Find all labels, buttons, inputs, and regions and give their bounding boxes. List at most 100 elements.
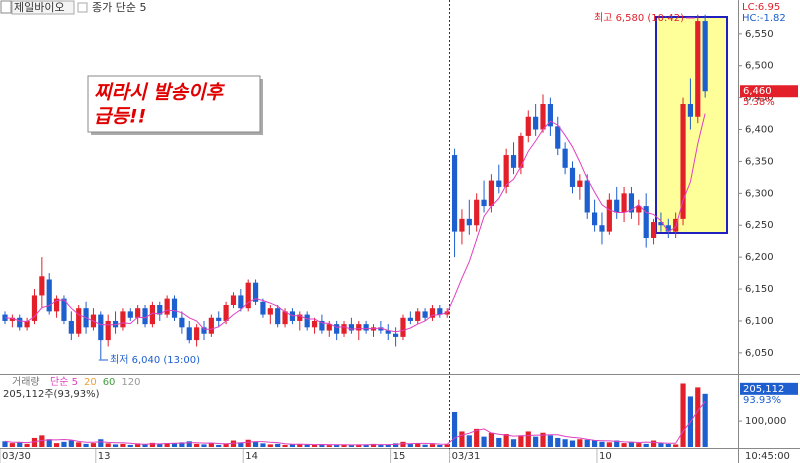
candle-body [650, 222, 657, 239]
candle-body [61, 298, 67, 321]
volume-bar [680, 383, 686, 447]
volume-legend: 120 [121, 377, 140, 388]
last-price-box [740, 85, 798, 98]
candle-body [378, 327, 384, 331]
volume-bar [665, 443, 671, 447]
candle-body [695, 21, 701, 117]
candle-body [621, 193, 627, 213]
candle-body [643, 206, 649, 239]
volume-bar [370, 443, 377, 447]
volume-bar [348, 445, 354, 447]
volume-bar [437, 444, 443, 447]
volume-bar [547, 435, 553, 447]
volume-bar [208, 443, 214, 447]
volume-bar [2, 441, 8, 447]
candle-body [451, 155, 458, 232]
candle-body [348, 324, 354, 331]
volume-bar [518, 435, 524, 447]
candle-body [267, 308, 273, 315]
candle-body [112, 320, 119, 328]
candle-body [223, 305, 229, 321]
candle-body [135, 308, 141, 318]
change: 5.38% [743, 97, 775, 108]
volume-bar [53, 443, 60, 447]
candle-body [157, 305, 163, 315]
volume-bar [171, 443, 178, 447]
candle-body [39, 276, 45, 296]
volume-bar [503, 434, 509, 447]
volume-bar [466, 435, 472, 447]
candle-body [702, 21, 708, 92]
volume-bar [614, 440, 620, 447]
volume-bar [46, 439, 52, 447]
volume-bar [400, 441, 406, 447]
candle-body [216, 317, 222, 321]
candle-body [326, 324, 332, 331]
volume-bar [643, 443, 649, 447]
candle-body [437, 308, 443, 315]
candle-body [687, 104, 694, 117]
candle-body [149, 305, 155, 325]
candle-body [407, 317, 413, 321]
candle-body [577, 180, 583, 187]
volume-bar [378, 444, 384, 447]
candle-body [179, 317, 185, 328]
time-label: 10:45:00 [745, 451, 790, 462]
volume-bar [304, 444, 310, 447]
candle-body [510, 155, 517, 168]
volume-bar [525, 431, 531, 447]
volume-bar [98, 439, 104, 447]
volume-bar [142, 444, 148, 447]
volume-bar [186, 441, 192, 447]
candle-body [547, 104, 553, 127]
volume-bar [157, 443, 163, 447]
volume-bar [260, 443, 266, 447]
volume-bar [127, 444, 133, 447]
volume-bar [592, 440, 598, 447]
x-tick-label: 10 [599, 451, 612, 462]
volume-bar [451, 412, 458, 447]
y-tick-label: 100,000 [745, 416, 786, 427]
volume-bar [252, 441, 259, 447]
menu-icon[interactable] [0, 0, 12, 14]
volume-bar [695, 387, 701, 447]
candle-body [17, 317, 23, 328]
volume-bar [356, 444, 362, 447]
candle-body [68, 320, 74, 334]
volume-bar [621, 443, 627, 447]
x-tick-label: 03/30 [2, 451, 31, 462]
volume-bar [83, 443, 89, 447]
y-tick-label: 6,400 [745, 125, 774, 136]
lc-label: LC:6.95 [742, 2, 780, 13]
candle-body [592, 212, 598, 226]
volume-bar [179, 442, 185, 447]
candle-body [599, 225, 605, 232]
x-tick-label: 14 [245, 451, 258, 462]
volume-bar [577, 439, 583, 447]
volume-bar [429, 444, 436, 447]
candle-body [238, 295, 244, 309]
volume-legend: 60 [103, 377, 116, 388]
y-tick-label: 6,250 [745, 220, 774, 231]
annotation-box [87, 75, 261, 133]
candle-body [120, 311, 126, 328]
stock-name-box[interactable] [11, 0, 75, 15]
volume-summary: 205,112주(93,93%) [3, 389, 100, 400]
volume-bar [422, 444, 428, 447]
volume-bar [319, 444, 325, 447]
volume-bar [297, 443, 303, 447]
annotation-line: 찌라시 발송이후 [94, 82, 225, 104]
candle-body [252, 282, 259, 302]
candle-body [636, 206, 642, 213]
candle-body [518, 135, 524, 168]
volume-bar [599, 441, 605, 447]
candle-body [260, 301, 266, 315]
candle-body [503, 155, 509, 187]
candle-body [422, 311, 428, 318]
x-tick-label: 15 [393, 451, 406, 462]
volume-bar [289, 444, 296, 447]
candle-body [127, 311, 133, 318]
volume-bar [474, 428, 480, 447]
volume-bar [533, 436, 539, 447]
indicator-icon[interactable] [77, 2, 88, 13]
